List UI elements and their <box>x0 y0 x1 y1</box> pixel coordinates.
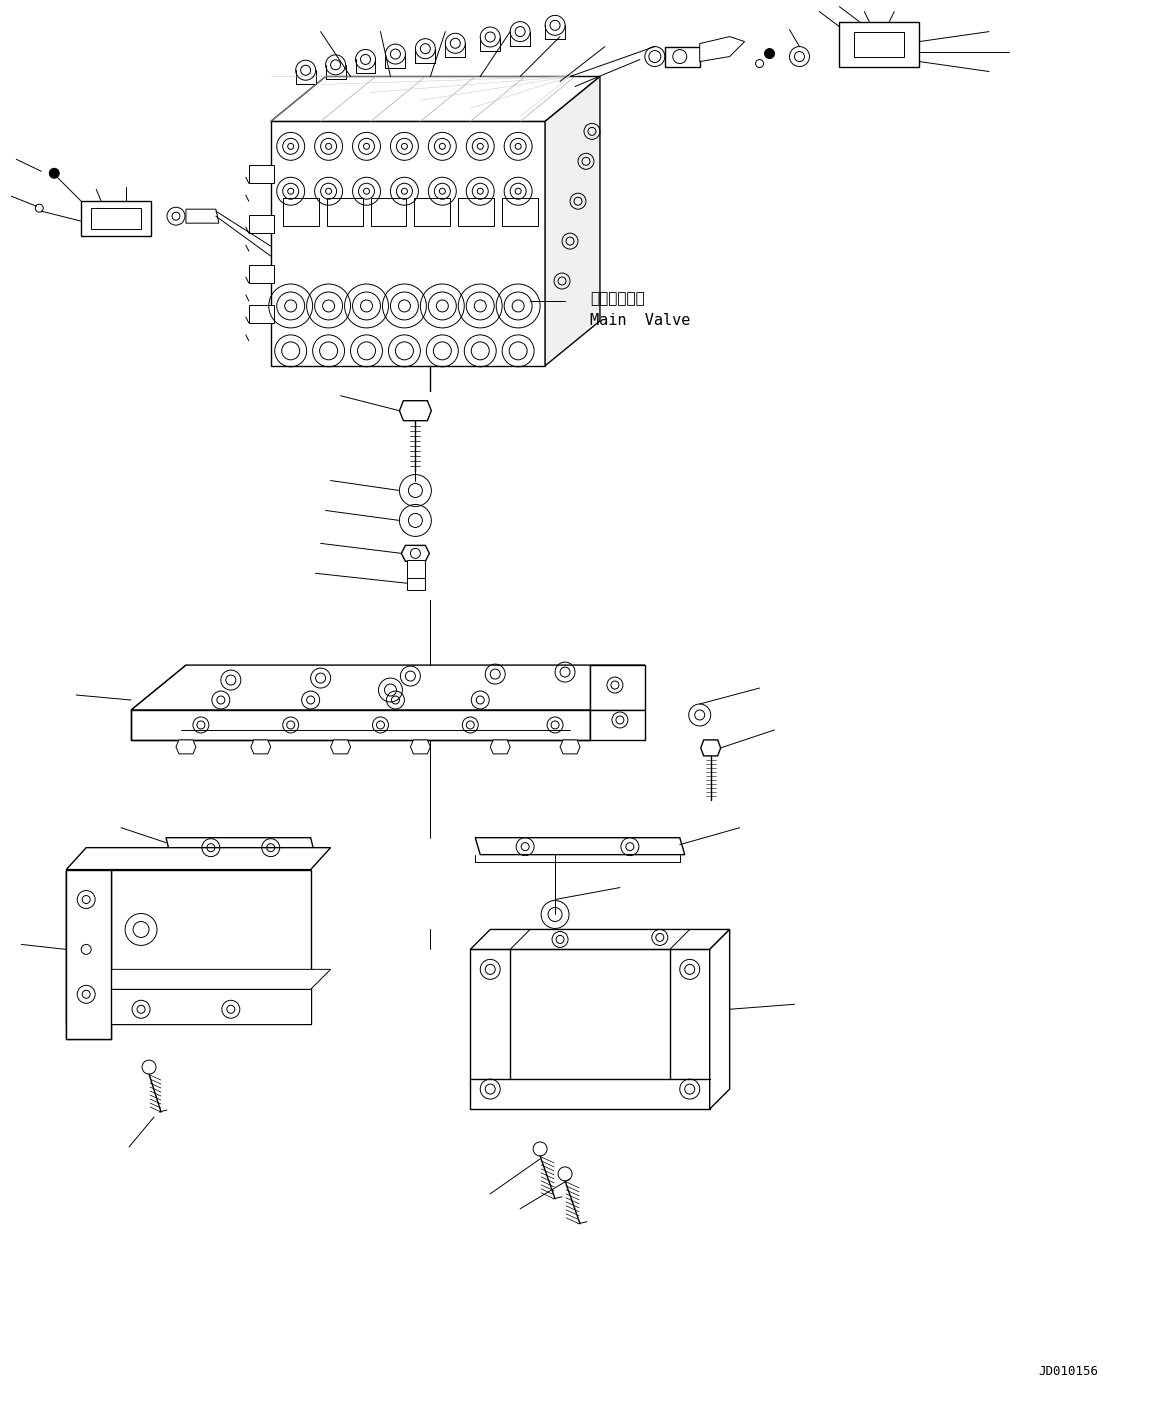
Bar <box>249 166 273 183</box>
Circle shape <box>181 742 190 751</box>
Text: Main  Valve: Main Valve <box>590 314 691 329</box>
Polygon shape <box>399 401 431 420</box>
Circle shape <box>416 742 424 751</box>
Polygon shape <box>81 201 151 236</box>
Bar <box>414 198 450 226</box>
Polygon shape <box>590 665 644 710</box>
Polygon shape <box>476 838 685 855</box>
Polygon shape <box>840 21 919 66</box>
Bar <box>502 198 538 226</box>
Circle shape <box>566 742 575 751</box>
Circle shape <box>764 49 775 59</box>
Bar <box>283 198 319 226</box>
Polygon shape <box>66 848 330 869</box>
Polygon shape <box>545 76 600 366</box>
Polygon shape <box>271 76 600 121</box>
Circle shape <box>257 742 265 751</box>
Polygon shape <box>709 929 729 1109</box>
Polygon shape <box>186 209 219 224</box>
Bar <box>327 198 363 226</box>
Polygon shape <box>131 665 644 710</box>
Polygon shape <box>701 740 721 756</box>
Polygon shape <box>176 740 195 754</box>
Bar <box>371 198 406 226</box>
Polygon shape <box>66 969 330 990</box>
Bar <box>407 561 426 591</box>
Polygon shape <box>166 838 315 858</box>
Polygon shape <box>401 546 429 561</box>
Bar <box>249 305 273 323</box>
Polygon shape <box>665 46 700 66</box>
Polygon shape <box>330 740 350 754</box>
Polygon shape <box>251 740 271 754</box>
Circle shape <box>336 742 344 751</box>
Polygon shape <box>491 740 511 754</box>
Bar <box>458 198 494 226</box>
Bar <box>249 215 273 233</box>
Polygon shape <box>131 710 590 740</box>
Text: メインバルブ: メインバルブ <box>590 291 644 307</box>
Circle shape <box>49 169 59 179</box>
Polygon shape <box>66 869 311 1024</box>
Polygon shape <box>66 869 112 1039</box>
Polygon shape <box>91 208 141 229</box>
Text: JD010156: JD010156 <box>1039 1365 1099 1378</box>
Bar <box>249 266 273 283</box>
Polygon shape <box>411 740 430 754</box>
Polygon shape <box>855 31 904 56</box>
Polygon shape <box>66 990 311 1024</box>
Polygon shape <box>590 710 644 740</box>
Polygon shape <box>561 740 580 754</box>
Polygon shape <box>700 37 744 62</box>
Circle shape <box>497 742 505 751</box>
Polygon shape <box>470 929 729 949</box>
Polygon shape <box>470 949 709 1109</box>
Polygon shape <box>271 121 545 366</box>
